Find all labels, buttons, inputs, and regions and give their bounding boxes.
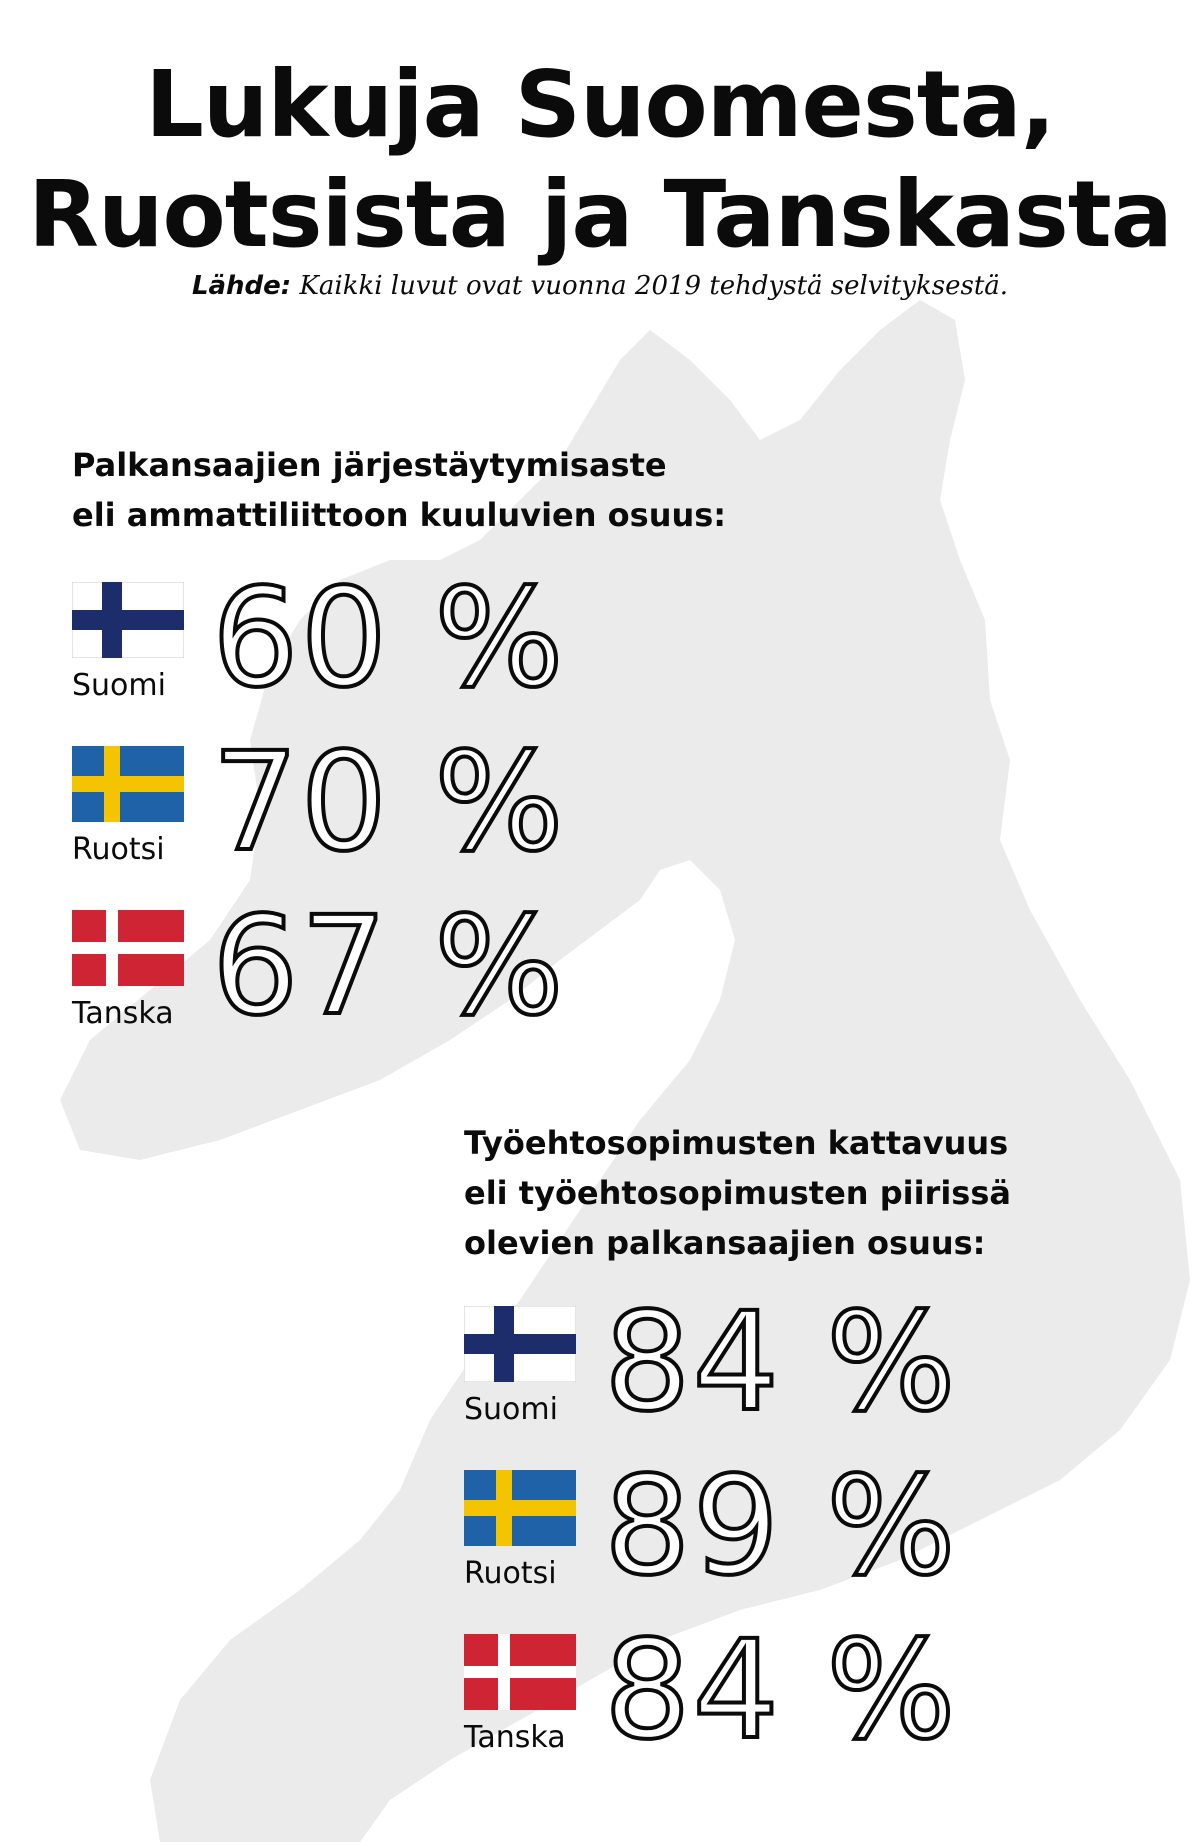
page-title-line2: Ruotsista ja Tanskasta	[28, 161, 1173, 268]
country-label: Tanska	[464, 1720, 566, 1755]
agreements-row-ruotsi: Ruotsi 89 %	[464, 1450, 1024, 1620]
percentage-value: 89 %	[602, 1448, 958, 1606]
union-heading-line1: Palkansaajien järjestäytymisaste	[72, 446, 667, 484]
agreements-heading: Työehtosopimusten kattavuus eli työehtos…	[464, 1118, 1011, 1268]
finland-flag-icon	[72, 582, 184, 658]
country-label: Ruotsi	[72, 832, 165, 867]
union-row-suomi: Suomi 60 %	[72, 562, 632, 732]
agreements-heading-line1: Työehtosopimusten kattavuus	[464, 1124, 1009, 1162]
agreements-heading-line3: olevien palkansaajien osuus:	[464, 1224, 986, 1262]
union-heading: Palkansaajien järjestäytymisaste eli amm…	[72, 440, 726, 540]
country-label: Suomi	[464, 1392, 558, 1427]
sweden-flag-icon	[464, 1470, 576, 1546]
finland-flag-icon	[464, 1306, 576, 1382]
agreements-row-tanska: Tanska 84 %	[464, 1614, 1024, 1784]
percentage-value: 67 %	[210, 888, 566, 1046]
source-note: Lähde: Kaikki luvut ovat vuonna 2019 teh…	[0, 268, 1200, 304]
page-title-line1: Lukuja Suomesta,	[145, 51, 1055, 158]
agreements-heading-line2: eli työehtosopimusten piirissä	[464, 1174, 1011, 1212]
percentage-value: 84 %	[602, 1284, 958, 1442]
country-label: Ruotsi	[464, 1556, 557, 1591]
denmark-flag-icon	[72, 910, 184, 986]
sweden-flag-icon	[72, 746, 184, 822]
denmark-flag-icon	[464, 1634, 576, 1710]
source-text: Kaikki luvut ovat vuonna 2019 tehdystä s…	[299, 271, 1009, 301]
finland-map-silhouette	[60, 300, 1190, 1842]
percentage-value: 84 %	[602, 1612, 958, 1770]
percentage-value: 60 %	[210, 560, 566, 718]
union-row-ruotsi: Ruotsi 70 %	[72, 726, 632, 896]
percentage-value: 70 %	[210, 724, 566, 882]
country-label: Suomi	[72, 668, 166, 703]
source-label: Lähde:	[191, 271, 292, 301]
agreements-row-suomi: Suomi 84 %	[464, 1286, 1024, 1456]
union-row-tanska: Tanska 67 %	[72, 890, 632, 1060]
country-label: Tanska	[72, 996, 174, 1031]
union-heading-line2: eli ammattiliittoon kuuluvien osuus:	[72, 496, 727, 534]
